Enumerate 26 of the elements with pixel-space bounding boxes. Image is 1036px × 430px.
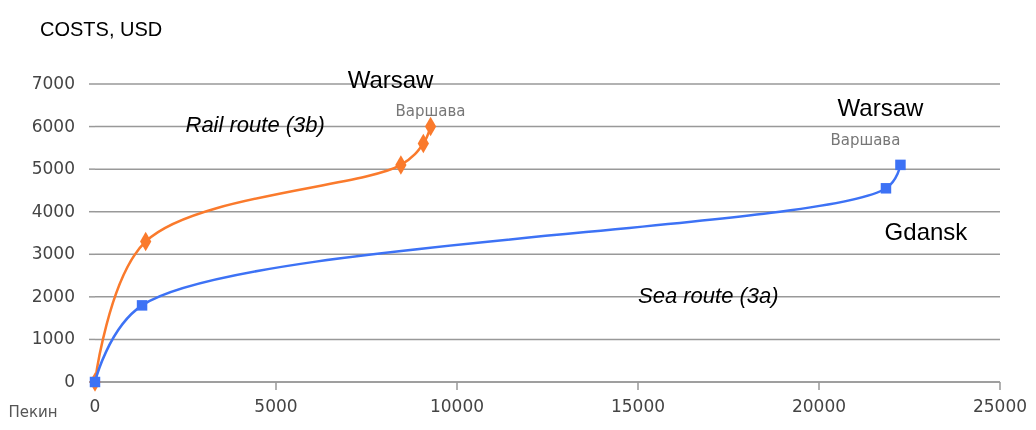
annotation: Варшава	[830, 131, 901, 150]
x-tick-label: 5000	[254, 396, 298, 416]
x-tick-label: 20000	[791, 396, 847, 416]
annotation: Gdansk	[884, 217, 969, 245]
x-tick-label: 25000	[972, 396, 1028, 416]
x-tick-label: 10000	[429, 396, 485, 416]
y-tick-label: 7000	[31, 73, 75, 93]
point	[895, 159, 906, 171]
annotation: Warsaw	[837, 94, 925, 122]
annotation: Warsaw	[347, 65, 435, 93]
text: Sea route (3a)	[638, 282, 779, 308]
y-tick-label: 0	[64, 371, 75, 391]
y-tick-label: 5000	[31, 158, 75, 179]
y-tick-label: 6000	[31, 115, 75, 136]
text: Rail route (3b)	[185, 112, 325, 138]
annotation: Пекин	[8, 402, 58, 421]
y-axis-title: COSTS, USD	[40, 18, 163, 40]
point	[880, 183, 892, 194]
y-tick-label: 4000	[31, 200, 75, 221]
y-tick-label: 2000	[31, 285, 75, 306]
y-tick-label: 3000	[31, 243, 75, 264]
x-tick-label: 15000	[610, 396, 666, 416]
y-tick-label: 1000	[31, 328, 75, 349]
x-tick-label: 0	[89, 396, 101, 416]
annotation: Варшава	[395, 102, 466, 121]
point	[136, 300, 148, 311]
